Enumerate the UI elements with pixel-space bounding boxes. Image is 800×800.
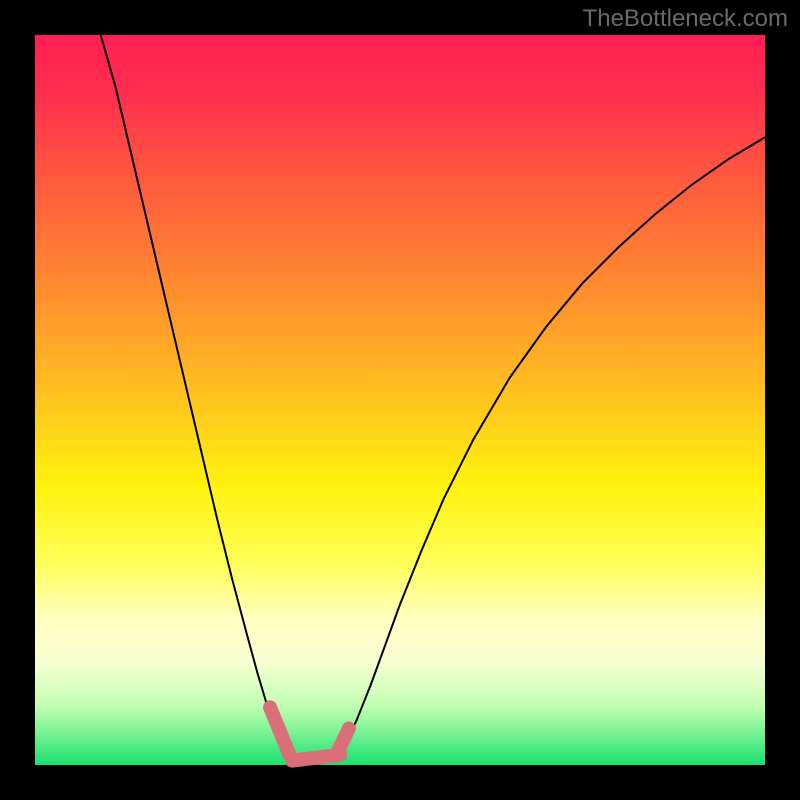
chart-plot-area bbox=[35, 35, 765, 765]
watermark-text: TheBottleneck.com bbox=[583, 5, 788, 32]
chart-svg: TheBottleneck.com bbox=[0, 0, 800, 800]
bottleneck-chart: TheBottleneck.com bbox=[0, 0, 800, 800]
